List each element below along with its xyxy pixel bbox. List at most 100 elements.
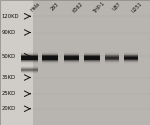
Text: THP-1: THP-1: [92, 1, 106, 15]
Text: 120KD: 120KD: [2, 14, 19, 19]
Bar: [84, 51, 100, 52]
Bar: [64, 62, 79, 63]
Bar: [124, 50, 138, 51]
Bar: [21, 69, 38, 70]
Bar: [64, 65, 79, 66]
Bar: [21, 51, 38, 52]
Bar: [124, 57, 138, 58]
Bar: [105, 52, 119, 53]
Bar: [84, 62, 100, 63]
Text: 25KD: 25KD: [2, 91, 16, 96]
Bar: [124, 52, 138, 53]
Bar: [21, 61, 38, 62]
Bar: [21, 53, 38, 54]
Bar: [105, 65, 119, 66]
Bar: [105, 50, 119, 51]
Text: U87: U87: [112, 1, 122, 12]
Bar: [64, 64, 79, 65]
Bar: [21, 67, 38, 68]
Bar: [105, 53, 119, 54]
Bar: [21, 72, 38, 73]
Bar: [21, 66, 38, 67]
Bar: [21, 71, 38, 72]
Bar: [21, 55, 38, 56]
Bar: [21, 65, 38, 66]
Bar: [105, 59, 119, 60]
Bar: [42, 57, 58, 58]
Bar: [42, 64, 58, 65]
Bar: [84, 65, 100, 66]
Bar: [21, 58, 38, 59]
Bar: [124, 54, 138, 55]
Bar: [42, 50, 58, 51]
Bar: [84, 54, 100, 55]
Bar: [21, 63, 38, 64]
Bar: [21, 70, 38, 71]
Bar: [84, 56, 100, 57]
Bar: [42, 59, 58, 60]
Bar: [21, 60, 38, 61]
Bar: [84, 60, 100, 61]
Bar: [42, 63, 58, 64]
Bar: [84, 53, 100, 54]
Bar: [124, 53, 138, 54]
Bar: [84, 64, 100, 65]
Bar: [124, 63, 138, 64]
Bar: [84, 52, 100, 53]
Bar: [64, 52, 79, 53]
Bar: [84, 50, 100, 51]
Text: 293: 293: [50, 1, 60, 11]
Bar: [21, 62, 38, 63]
Bar: [42, 65, 58, 66]
Bar: [64, 57, 79, 58]
Bar: [33, 0, 150, 125]
Bar: [21, 68, 38, 69]
Bar: [105, 55, 119, 56]
Bar: [21, 56, 38, 57]
Bar: [21, 54, 38, 55]
Bar: [64, 60, 79, 61]
Bar: [64, 58, 79, 59]
Bar: [64, 59, 79, 60]
Bar: [64, 61, 79, 62]
Bar: [124, 55, 138, 56]
Bar: [105, 64, 119, 65]
Bar: [64, 55, 79, 56]
Bar: [42, 55, 58, 56]
Bar: [124, 59, 138, 60]
Bar: [42, 58, 58, 59]
Bar: [105, 57, 119, 58]
Bar: [84, 61, 100, 62]
Text: U251: U251: [131, 1, 144, 14]
Bar: [84, 63, 100, 64]
Bar: [105, 61, 119, 62]
Bar: [42, 56, 58, 57]
Bar: [42, 54, 58, 55]
Bar: [124, 64, 138, 65]
Bar: [64, 63, 79, 64]
Text: 50KD: 50KD: [2, 54, 16, 59]
Bar: [64, 53, 79, 54]
Bar: [84, 58, 100, 59]
Text: K562: K562: [71, 1, 84, 14]
Bar: [0, 0, 33, 125]
Bar: [84, 57, 100, 58]
Text: 90KD: 90KD: [2, 30, 16, 35]
Bar: [42, 53, 58, 54]
Bar: [105, 60, 119, 61]
Bar: [105, 51, 119, 52]
Bar: [105, 58, 119, 59]
Bar: [64, 56, 79, 57]
Text: 20KD: 20KD: [2, 106, 16, 111]
Bar: [21, 50, 38, 51]
Text: 35KD: 35KD: [2, 75, 15, 80]
Bar: [124, 60, 138, 61]
Bar: [42, 60, 58, 61]
Bar: [124, 61, 138, 62]
Bar: [124, 58, 138, 59]
Bar: [21, 59, 38, 60]
Bar: [105, 54, 119, 55]
Bar: [124, 56, 138, 57]
Bar: [42, 52, 58, 53]
Bar: [105, 62, 119, 63]
